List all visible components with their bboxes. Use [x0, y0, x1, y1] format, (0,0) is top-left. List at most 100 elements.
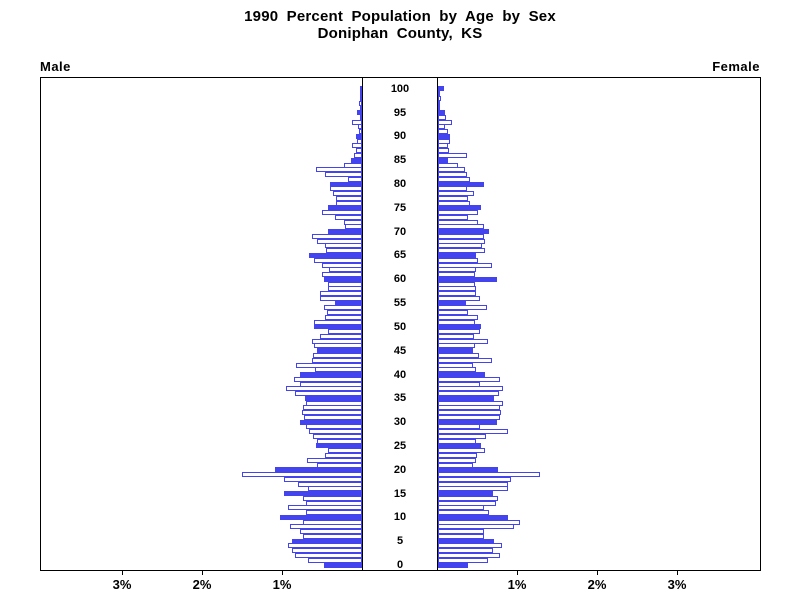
male-bar-age-36: [295, 391, 362, 396]
male-bar-age-85: [351, 158, 362, 163]
male-bar-age-35: [305, 396, 362, 401]
female-bar-age-43: [438, 358, 492, 363]
female-bar-age-68: [438, 239, 485, 244]
male-bar-age-76: [336, 201, 362, 206]
female-bar-age-69: [438, 234, 484, 239]
male-bar-age-3: [292, 548, 362, 553]
male-bar-age-30: [300, 420, 362, 425]
male-bar-age-43: [312, 358, 362, 363]
female-bar-age-42: [438, 363, 473, 368]
male-bar-age-34: [306, 401, 362, 406]
female-bar-age-70: [438, 229, 489, 234]
male-bar-age-31: [304, 415, 362, 420]
male-bar-age-80: [330, 182, 362, 187]
male-bar-age-57: [320, 291, 362, 296]
male-bar-age-51: [314, 320, 362, 325]
male-bar-age-63: [322, 263, 362, 268]
female-bar-age-80: [438, 182, 484, 187]
female-bar-age-7: [438, 529, 484, 534]
male-bar-age-27: [313, 434, 362, 439]
male-bar-age-60: [324, 277, 362, 282]
male-bar-age-70: [328, 229, 362, 234]
female-bar-age-17: [438, 482, 508, 487]
age-tick-label-75: 75: [393, 201, 407, 214]
male-bar-age-94: [360, 115, 362, 120]
male-bar-age-21: [317, 463, 362, 468]
female-bar-age-26: [438, 439, 476, 444]
male-bar-age-53: [327, 310, 362, 315]
female-bar-age-84: [438, 163, 458, 168]
male-bar-age-100: [360, 86, 362, 91]
male-bar-age-28: [309, 429, 362, 434]
female-bar-age-31: [438, 415, 500, 420]
female-bar-age-2: [438, 553, 500, 558]
female-bar-age-98: [438, 96, 441, 101]
male-bar-age-11: [306, 510, 362, 515]
male-bar-age-74: [322, 210, 362, 215]
chart-title: 1990 Percent Population by Age by Sex: [244, 8, 556, 25]
female-bar-age-82: [438, 172, 467, 177]
male-bar-age-24: [328, 448, 362, 453]
female-bar-age-49: [438, 329, 480, 334]
female-bar-age-18: [438, 477, 511, 482]
male-tick-2pct: [202, 570, 203, 575]
male-bar-age-49: [328, 329, 362, 334]
age-tick-label-65: 65: [393, 249, 407, 262]
age-tick-label-85: 85: [393, 154, 407, 167]
male-bar-age-90: [356, 134, 362, 139]
female-bar-age-100: [438, 86, 444, 91]
age-tick-label-60: 60: [393, 273, 407, 286]
chart-subtitle: Doniphan County, KS: [317, 25, 483, 42]
age-tick-label-30: 30: [393, 416, 407, 429]
female-bar-age-93: [438, 120, 452, 125]
female-bar-age-81: [438, 177, 470, 182]
female-bar-age-91: [438, 129, 448, 134]
female-bar-age-11: [438, 510, 489, 515]
female-bar-age-3: [438, 548, 493, 553]
male-bar-age-95: [357, 110, 362, 115]
female-bar-age-90: [438, 134, 450, 139]
female-tick-3pct: [677, 570, 678, 575]
female-bar-age-65: [438, 253, 476, 258]
female-bar-age-77: [438, 196, 468, 201]
male-bar-age-87: [356, 148, 362, 153]
male-bar-age-13: [306, 501, 362, 506]
female-bar-age-53: [438, 310, 468, 315]
male-bar-age-93: [352, 120, 362, 125]
female-tick-label-3pct: 3%: [667, 577, 687, 592]
age-tick-label-55: 55: [393, 297, 407, 310]
male-bar-age-9: [303, 520, 362, 525]
female-bar-age-45: [438, 348, 473, 353]
female-tick-2pct: [597, 570, 598, 575]
female-tick-1pct: [517, 570, 518, 575]
male-bar-age-10: [280, 515, 362, 520]
male-bar-age-89: [357, 139, 362, 144]
female-bar-age-89: [438, 139, 450, 144]
male-bar-age-45: [317, 348, 362, 353]
age-tick-label-100: 100: [390, 82, 410, 95]
male-bar-age-15: [284, 491, 362, 496]
male-bar-age-56: [320, 296, 362, 301]
male-bar-age-40: [300, 372, 362, 377]
male-bar-age-44: [313, 353, 362, 358]
male-bar-age-99: [360, 91, 362, 96]
female-bar-age-61: [438, 272, 475, 277]
male-bar-age-83: [316, 167, 362, 172]
male-bar-age-98: [360, 96, 362, 101]
female-bar-age-0: [438, 563, 468, 568]
male-bar-age-0: [324, 563, 362, 568]
female-bar-age-35: [438, 396, 494, 401]
female-bar-age-30: [438, 420, 497, 425]
male-bar-age-84: [344, 163, 362, 168]
age-tick-label-50: 50: [393, 320, 407, 333]
female-bar-age-51: [438, 320, 475, 325]
female-bar-age-47: [438, 339, 488, 344]
female-bar-age-15: [438, 491, 493, 496]
male-side-label: Male: [40, 59, 71, 74]
female-bar-age-94: [438, 115, 446, 120]
male-bar-age-59: [328, 282, 362, 287]
female-bar-age-34: [438, 401, 503, 406]
female-bar-age-52: [438, 315, 478, 320]
age-tick-label-5: 5: [396, 535, 404, 548]
